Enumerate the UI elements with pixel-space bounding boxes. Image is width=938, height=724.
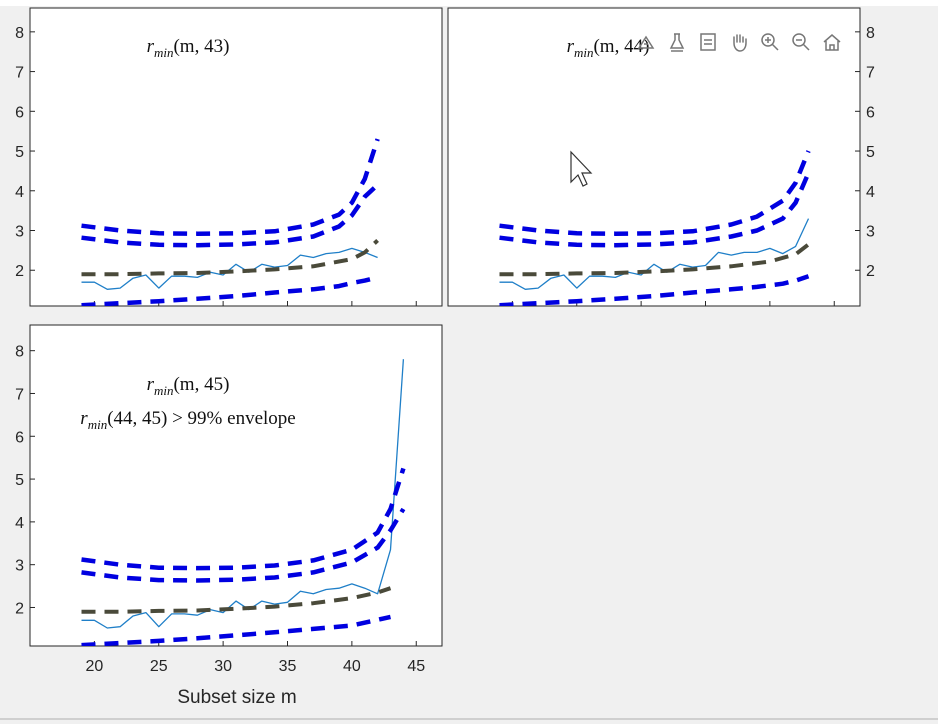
- home-icon[interactable]: [818, 28, 846, 56]
- y-tick-label: 2: [15, 263, 24, 280]
- data-tip-icon[interactable]: [663, 28, 691, 56]
- y-tick-label: 4: [866, 184, 875, 201]
- annotation-text: rmin(m, 43): [147, 36, 230, 60]
- subplot-rmin-m-43[interactable]: 2 3 4 5 6 7 8 rmin(m, 43): [15, 7, 443, 307]
- y-tick-label: 5: [15, 144, 24, 161]
- y-tick-label: 4: [15, 184, 24, 201]
- series-observed-line: [81, 247, 378, 290]
- series-upper95-line: [499, 172, 811, 248]
- zoom-in-icon[interactable]: [756, 28, 784, 56]
- y-tick-label: 4: [15, 515, 24, 532]
- y-tick-label: 3: [15, 558, 24, 575]
- y-tick-label: 8: [15, 25, 24, 42]
- x-tick-label: 30: [214, 658, 232, 675]
- series-upper99-line: [81, 138, 380, 236]
- series-upper95-line: [81, 183, 380, 248]
- y-tick-label: 5: [15, 472, 24, 489]
- zoom-out-icon[interactable]: [787, 28, 815, 56]
- series-median-line: [499, 242, 810, 277]
- series-lower-line: [499, 274, 810, 306]
- annotation-text: rmin(m, 44): [567, 36, 650, 60]
- series-upper99-line: [81, 467, 406, 571]
- x-tick-label: 45: [407, 658, 425, 675]
- series-lower-line: [81, 614, 391, 646]
- series-observed-line: [499, 218, 810, 290]
- y-tick-label: 7: [866, 65, 875, 82]
- series-lower-line: [81, 275, 379, 306]
- axes-box: [29, 324, 443, 647]
- subplot-rmin-m-44[interactable]: 2 3 4 5 6 7 8 rmin(m, 44): [447, 7, 875, 307]
- brush-icon[interactable]: [632, 28, 660, 56]
- series-median-line: [81, 238, 379, 277]
- y-tick-label: 6: [15, 429, 24, 446]
- x-tick-label: 25: [150, 658, 168, 675]
- y-tick-label: 7: [15, 65, 24, 82]
- y-tick-label: 2: [866, 263, 875, 280]
- x-axis-label: Subset size m: [177, 687, 296, 708]
- y-tick-label: 6: [15, 104, 24, 121]
- mouse-cursor: [570, 150, 593, 187]
- axes-box: [29, 7, 443, 307]
- legend-icon[interactable]: [694, 28, 722, 56]
- y-tick-label: 8: [866, 25, 875, 42]
- y-tick-label: 8: [15, 344, 24, 361]
- y-tick-label: 2: [15, 600, 24, 617]
- y-tick-label: 3: [15, 224, 24, 241]
- figure-bottom-edge: [0, 718, 938, 720]
- series-upper95-line: [81, 507, 406, 583]
- series-upper99-line: [499, 150, 811, 236]
- figure-top-strip: [0, 0, 938, 6]
- pan-icon[interactable]: [725, 28, 753, 56]
- annotation-text: rmin(m, 45): [147, 374, 230, 398]
- x-tick-label: 40: [343, 658, 361, 675]
- axes-box: [447, 7, 861, 307]
- y-tick-label: 6: [866, 104, 875, 121]
- y-tick-label: 3: [866, 224, 875, 241]
- series-observed-line: [81, 359, 405, 629]
- annotation-text: rmin(44, 45) > 99% envelope: [80, 408, 295, 432]
- series-median-line: [81, 586, 392, 614]
- axes-toolbar: [632, 26, 846, 58]
- x-tick-label: 20: [85, 658, 103, 675]
- y-tick-label: 5: [866, 144, 875, 161]
- y-tick-label: 7: [15, 386, 24, 403]
- x-tick-label: 35: [279, 658, 297, 675]
